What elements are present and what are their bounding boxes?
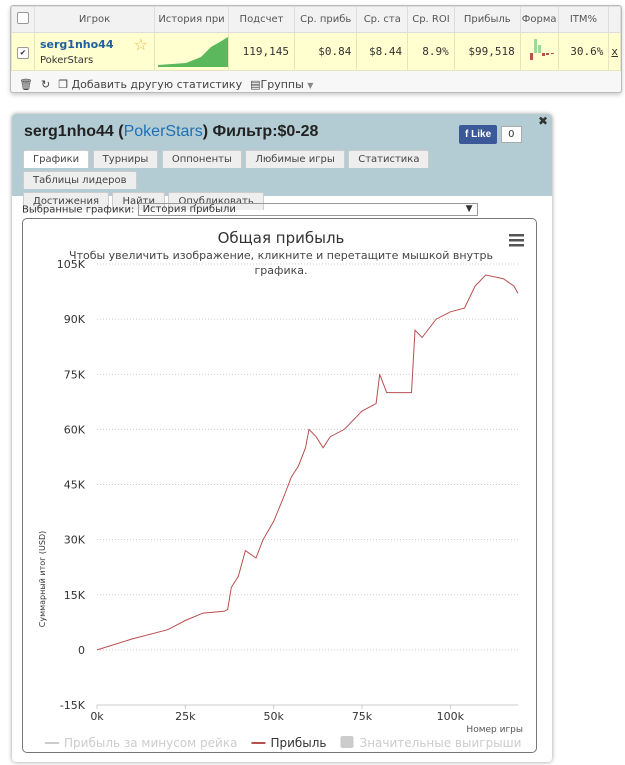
- history-sparkline: [154, 32, 229, 71]
- y-tick-label: 60K: [64, 423, 86, 436]
- profit-cell: $99,518: [453, 32, 521, 71]
- count-cell: 119,145: [227, 32, 296, 71]
- col-player[interactable]: Игрок: [34, 6, 155, 33]
- close-icon[interactable]: ✖: [537, 114, 548, 128]
- x-tick-label: 100k: [437, 710, 465, 723]
- remove-row-link[interactable]: x: [608, 32, 621, 71]
- y-axis-label: Суммарный итог (USD): [38, 531, 47, 628]
- y-tick-label: 105K: [57, 258, 86, 271]
- like-count: 0: [501, 126, 522, 143]
- y-tick-label: 30K: [64, 534, 86, 547]
- y-tick-label: 15K: [64, 589, 86, 602]
- legend-item-big-wins[interactable]: Значительные выигрыши: [360, 736, 522, 750]
- player-table-box: Игрок История при Подсчет Ср. прибь Ср. …: [10, 5, 622, 93]
- player-name-link[interactable]: serg1nho44: [40, 37, 114, 51]
- trash-icon[interactable]: 🗑: [19, 77, 33, 91]
- legend-item-net[interactable]: Прибыль за минусом рейка: [64, 736, 237, 750]
- chart-subtitle-2: графика.: [255, 264, 308, 277]
- menu-icon[interactable]: [509, 234, 524, 247]
- legend-swatch-big-wins: [340, 736, 354, 748]
- tab-publish[interactable]: Опубликовать: [168, 192, 264, 210]
- panel-title: serg1nho44 (PokerStars) Фильтр:$0-28: [24, 123, 318, 141]
- refresh-icon[interactable]: ↻: [40, 77, 51, 91]
- chevron-down-icon: ▼: [307, 80, 314, 90]
- facebook-like[interactable]: f Like 0: [459, 125, 522, 144]
- facebook-icon: f: [465, 129, 469, 140]
- avg-stake-cell: $8.44: [356, 32, 409, 71]
- add-stat-label: Добавить другую статистику: [71, 77, 243, 91]
- groups-label: Группы: [260, 77, 304, 91]
- groups-button[interactable]: ▤Группы ▼: [250, 78, 313, 91]
- form-chart: [519, 32, 559, 71]
- x-tick-label: 50k: [263, 710, 284, 723]
- col-profit[interactable]: Прибыль: [453, 6, 521, 33]
- col-history[interactable]: История при: [154, 6, 229, 33]
- col-itm[interactable]: ITM%: [557, 6, 610, 33]
- chart-container[interactable]: Общая прибыль Чтобы увеличить изображени…: [22, 218, 537, 753]
- profit-series-line: [96, 274, 519, 651]
- title-player: serg1nho44: [24, 123, 114, 140]
- like-label: Like: [471, 129, 492, 140]
- title-paren: (: [118, 123, 124, 140]
- player-network: PokerStars: [40, 54, 94, 66]
- tab-leaderboards[interactable]: Таблицы лидеров: [23, 171, 137, 189]
- y-tick-label: 90K: [64, 313, 86, 326]
- col-avg-roi[interactable]: Ср. ROI: [407, 6, 455, 33]
- col-form[interactable]: Форма: [519, 6, 559, 33]
- chart-select[interactable]: История прибыли ▼: [137, 203, 478, 216]
- facebook-like-button[interactable]: f Like: [459, 125, 498, 144]
- title-filter: ) Фильтр:$0-28: [202, 123, 319, 140]
- y-tick-label: 75K: [64, 368, 86, 381]
- add-stat-button[interactable]: ❐ Добавить другую статистику: [58, 78, 242, 91]
- player-table: Игрок История при Подсчет Ср. прибь Ср. …: [11, 6, 621, 71]
- chart-subtitle-1: Чтобы увеличить изображение, кликните и …: [69, 249, 493, 262]
- itm-cell: 30.6%: [557, 32, 610, 71]
- title-network-link[interactable]: PokerStars: [123, 123, 203, 140]
- tab-favorite-games[interactable]: Любимые игры: [245, 150, 345, 168]
- y-tick-label: 0: [78, 644, 85, 657]
- x-axis-label: Номер игры: [466, 725, 523, 735]
- table-row: ✔ serg1nho44 PokerStars ☆ 119,145 $0.84 …: [11, 32, 621, 71]
- col-extra: [608, 6, 621, 33]
- x-tick-label: 75k: [352, 710, 373, 723]
- col-count[interactable]: Подсчет: [227, 6, 296, 33]
- row-checkbox[interactable]: ✔: [11, 32, 35, 71]
- player-panel: serg1nho44 (PokerStars) Фильтр:$0-28 f L…: [12, 114, 552, 762]
- groups-icon: ▤: [250, 77, 261, 91]
- tab-opponents[interactable]: Оппоненты: [161, 150, 242, 168]
- col-avg-stake[interactable]: Ср. ста: [356, 6, 409, 33]
- select-all-checkbox[interactable]: [11, 6, 35, 33]
- chart-select-label: Выбранные графики:: [22, 204, 135, 216]
- avg-profit-cell: $0.84: [294, 32, 358, 71]
- tab-bar: Графики Турниры Оппоненты Любимые игры С…: [23, 150, 543, 213]
- legend-item-profit[interactable]: Прибыль: [270, 736, 326, 750]
- chart-title: Общая прибыль: [218, 229, 345, 247]
- avg-roi-cell: 8.9%: [407, 32, 455, 71]
- y-tick-label: -15K: [60, 699, 86, 712]
- chart-select-value: История прибыли: [142, 204, 236, 215]
- window-icon: ❐: [58, 77, 69, 91]
- tab-charts[interactable]: Графики: [23, 150, 90, 168]
- col-avg-profit[interactable]: Ср. прибь: [294, 6, 358, 33]
- x-tick-label: 0k: [90, 710, 104, 723]
- x-tick-label: 25k: [175, 710, 196, 723]
- profit-chart[interactable]: Общая прибыль Чтобы увеличить изображени…: [23, 219, 536, 752]
- tab-statistics[interactable]: Статистика: [348, 150, 430, 168]
- tab-tournaments[interactable]: Турниры: [92, 150, 159, 168]
- dropdown-arrow-icon: ▼: [465, 204, 473, 214]
- y-tick-label: 45K: [64, 479, 86, 492]
- star-icon[interactable]: ☆: [133, 35, 148, 54]
- sparkline-area: [158, 37, 228, 67]
